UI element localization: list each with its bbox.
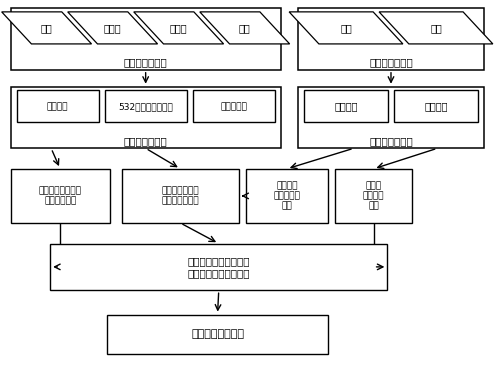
Bar bbox=[122, 169, 239, 223]
Text: 含沙量: 含沙量 bbox=[170, 23, 187, 33]
Polygon shape bbox=[1, 12, 91, 44]
Text: 水色: 水色 bbox=[41, 23, 53, 33]
Polygon shape bbox=[200, 12, 290, 44]
Bar bbox=[394, 90, 478, 122]
Bar bbox=[10, 8, 281, 70]
Text: 地物: 地物 bbox=[430, 23, 442, 33]
Text: 定制靶标: 定制靶标 bbox=[47, 102, 69, 111]
Text: 水下应答器: 水下应答器 bbox=[220, 102, 247, 111]
Bar bbox=[335, 169, 412, 223]
Text: 532波段激光发射器: 532波段激光发射器 bbox=[118, 102, 173, 111]
Polygon shape bbox=[289, 12, 403, 44]
Bar bbox=[10, 169, 110, 223]
Bar bbox=[104, 90, 187, 122]
Text: 海陆一体化检校场: 海陆一体化检校场 bbox=[191, 329, 244, 339]
Text: 海域检校场布设: 海域检校场布设 bbox=[124, 136, 167, 146]
Text: 无人机
陆地地形
数据: 无人机 陆地地形 数据 bbox=[363, 181, 384, 211]
Polygon shape bbox=[68, 12, 158, 44]
Text: 海陆一体化区域网平差
高精度海底控制点数据: 海陆一体化区域网平差 高精度海底控制点数据 bbox=[187, 256, 250, 278]
Text: 多波束测深度系统
海底地形数据: 多波束测深度系统 海底地形数据 bbox=[39, 186, 82, 206]
Bar bbox=[16, 90, 99, 122]
Bar bbox=[298, 8, 484, 70]
Text: 测量标志: 测量标志 bbox=[424, 101, 448, 111]
Bar bbox=[298, 87, 484, 148]
Text: 海底自由网平差
海底控制点数据: 海底自由网平差 海底控制点数据 bbox=[162, 186, 199, 206]
Bar bbox=[193, 90, 275, 122]
Text: 陆域检校场选址: 陆域检校场选址 bbox=[369, 57, 413, 68]
Text: 透明度: 透明度 bbox=[104, 23, 121, 33]
Bar bbox=[107, 315, 328, 354]
Bar bbox=[304, 90, 388, 122]
Polygon shape bbox=[379, 12, 493, 44]
Text: 地形: 地形 bbox=[340, 23, 352, 33]
Text: 水深: 水深 bbox=[239, 23, 250, 33]
Text: 陆域检校场布设: 陆域检校场布设 bbox=[369, 136, 413, 146]
Polygon shape bbox=[134, 12, 224, 44]
Bar bbox=[246, 169, 328, 223]
Bar bbox=[10, 87, 281, 148]
Text: 海域检校场选址: 海域检校场选址 bbox=[124, 57, 167, 68]
Text: 静态观测
陆地控制点
数据: 静态观测 陆地控制点 数据 bbox=[273, 181, 300, 211]
Bar bbox=[50, 243, 387, 290]
Text: 水泥靶标: 水泥靶标 bbox=[334, 101, 358, 111]
